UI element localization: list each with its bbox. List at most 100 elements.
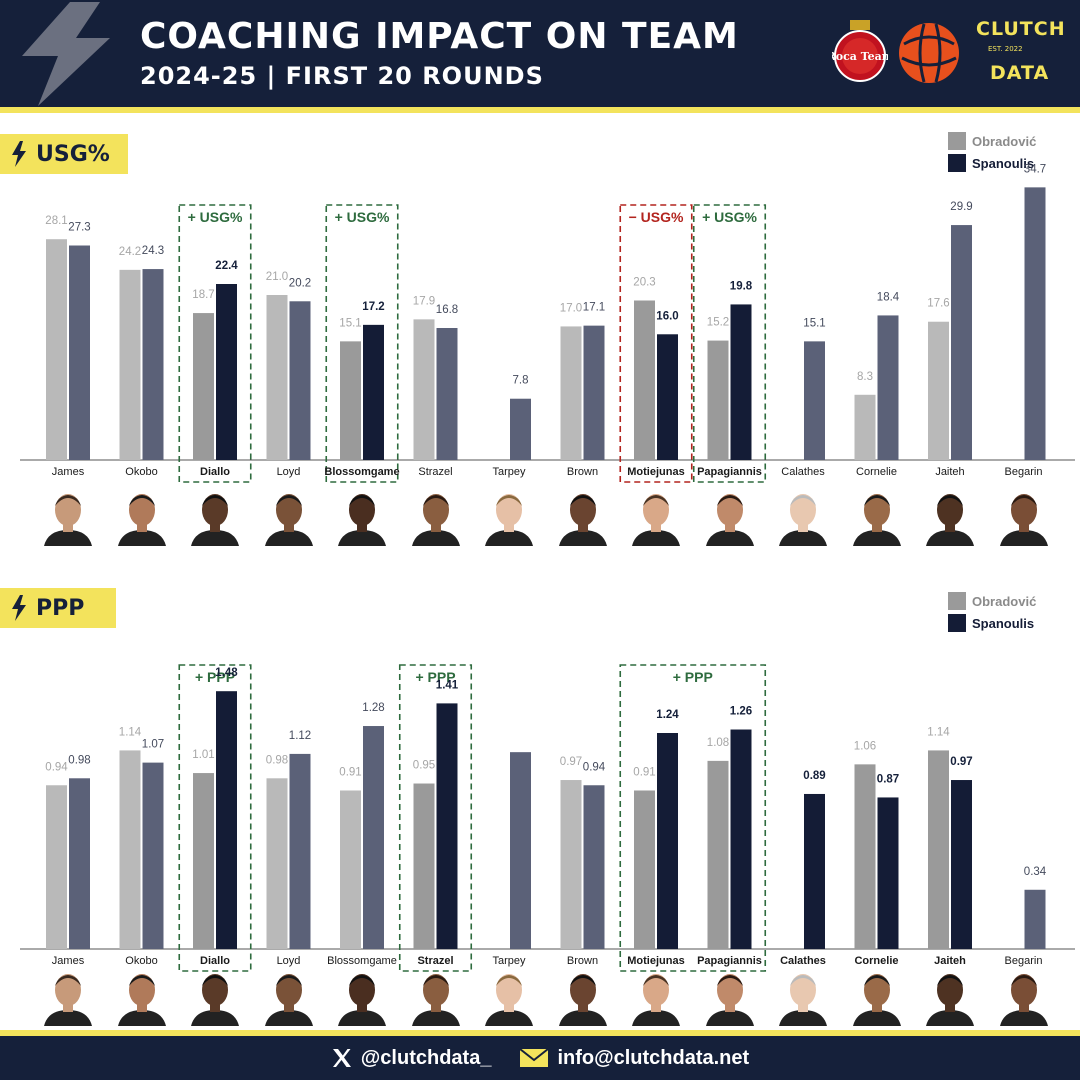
- bar-obradovic-diallo: [193, 773, 214, 949]
- bar-spanoulis-cornelie: [877, 797, 899, 949]
- tick-label-papagiannis: Papagiannis: [697, 466, 762, 478]
- player-portrait-begarin: [999, 494, 1048, 546]
- tick-label-jaiteh: Jaiteh: [934, 955, 966, 967]
- bar-spanoulis-james: [69, 778, 90, 949]
- portrait-neck: [577, 522, 588, 532]
- bar-spanoulis-tarpey: [510, 398, 531, 460]
- bar-spanoulis-blossomgame: [363, 324, 384, 460]
- player-portrait-tarpey: [485, 974, 533, 1026]
- value-label-obradovic-strazel: 17.9: [413, 295, 435, 307]
- email-link[interactable]: info@clutchdata.net: [519, 1047, 749, 1070]
- lightning-bolt-icon: [12, 595, 26, 621]
- page-title: COACHING IMPACT ON TEAM: [140, 16, 739, 57]
- tick-label-loyd: Loyd: [277, 955, 301, 967]
- bar-obradovic-papagiannis: [707, 340, 729, 460]
- portrait-hair: [496, 495, 522, 506]
- portrait-neck: [63, 1002, 73, 1012]
- bar-obradovic-cornelie: [854, 394, 876, 460]
- portrait-hair: [716, 975, 743, 986]
- brand-clutch: CLUTCH: [976, 18, 1066, 40]
- bar-spanoulis-motiejunas: [657, 733, 678, 949]
- portrait-neck: [283, 1002, 294, 1012]
- twitter-link[interactable]: @clutchdata_: [331, 1047, 491, 1070]
- portrait-head: [349, 974, 375, 1006]
- player-portrait-james: [44, 494, 92, 546]
- portrait-hair: [863, 975, 890, 986]
- portrait-jersey: [558, 1010, 607, 1026]
- annotation-label-strazel: + PPP: [415, 669, 455, 685]
- portrait-hair: [937, 495, 963, 506]
- envelope-icon: [519, 1048, 550, 1067]
- legend-item-obradovic: Obradović: [948, 130, 1036, 152]
- value-label-spanoulis-calathes: 0.89: [803, 770, 825, 782]
- value-label-spanoulis-blossomgame: 17.2: [362, 301, 384, 313]
- portrait-head: [937, 974, 963, 1006]
- bar-spanoulis-james: [69, 245, 90, 460]
- legend-swatch-obradovic: [948, 132, 966, 150]
- value-label-spanoulis-loyd: 1.12: [289, 730, 311, 742]
- legend-item-spanoulis: Spanoulis: [948, 612, 1036, 634]
- bar-obradovic-james: [46, 785, 67, 949]
- portrait-head: [496, 974, 522, 1006]
- portrait-neck: [283, 522, 294, 532]
- value-label-obradovic-diallo: 18.7: [192, 289, 214, 301]
- portrait-jersey: [117, 530, 166, 546]
- ppp-section-tag: PPP: [0, 588, 116, 628]
- portrait-hair: [716, 495, 743, 506]
- tick-label-begarin: Begarin: [1005, 955, 1043, 967]
- portrait-jersey: [632, 1010, 680, 1026]
- portrait-head: [275, 974, 302, 1006]
- portrait-neck: [136, 1002, 147, 1012]
- value-label-obradovic-blossomgame: 15.1: [339, 317, 361, 329]
- portrait-hair: [349, 495, 375, 506]
- legend-label-spanoulis: Spanoulis: [972, 155, 1035, 171]
- annotation-box-diallo: [178, 204, 252, 483]
- legend-label-obradovic: Obradović: [972, 593, 1037, 609]
- annotation-label-blossomgame: + USG%: [335, 209, 390, 225]
- bar-obradovic-okobo: [119, 750, 141, 949]
- portrait-hair: [128, 975, 155, 986]
- portrait-head: [422, 494, 449, 526]
- bar-spanoulis-jaiteh: [951, 225, 972, 460]
- player-portrait-jaiteh: [926, 974, 974, 1026]
- value-label-spanoulis-okobo: 1.07: [142, 739, 164, 751]
- bar-obradovic-loyd: [266, 778, 288, 949]
- portrait-neck: [136, 522, 147, 532]
- portrait-hair: [55, 495, 81, 506]
- portrait-hair: [496, 975, 522, 986]
- portrait-jersey: [338, 530, 386, 546]
- legend-item-obradovic: Obradović: [948, 590, 1036, 612]
- portrait-head: [569, 494, 596, 526]
- bar-spanoulis-diallo: [216, 284, 237, 460]
- player-portrait-diallo: [191, 494, 239, 546]
- portrait-hair: [422, 495, 449, 506]
- value-label-spanoulis-tarpey: 7.8: [513, 375, 529, 387]
- portrait-neck: [1018, 522, 1029, 532]
- value-label-obradovic-motiejunas: 20.3: [633, 277, 655, 289]
- portrait-jersey: [485, 1010, 533, 1026]
- portrait-hair: [202, 495, 228, 506]
- value-label-spanoulis-begarin: 34.7: [1024, 163, 1046, 175]
- portrait-neck: [63, 522, 73, 532]
- value-label-spanoulis-calathes: 15.1: [803, 317, 825, 329]
- player-portrait-brown: [558, 974, 607, 1026]
- tick-label-james: James: [52, 466, 85, 478]
- value-label-spanoulis-brown: 17.1: [583, 302, 605, 314]
- tick-label-cornelie: Cornelie: [854, 955, 898, 967]
- portrait-neck: [724, 1002, 735, 1012]
- usg-player-portraits: [0, 486, 1080, 550]
- value-label-spanoulis-strazel: 1.41: [436, 679, 459, 691]
- player-portrait-james: [44, 974, 92, 1026]
- legend-label-obradovic: Obradović: [972, 133, 1037, 149]
- portrait-neck: [210, 522, 220, 532]
- annotation-label-diallo: + PPP: [195, 669, 235, 685]
- value-label-obradovic-okobo: 1.14: [119, 726, 142, 738]
- portrait-jersey: [117, 1010, 166, 1026]
- value-label-obradovic-papagiannis: 1.08: [707, 737, 729, 749]
- tick-label-loyd: Loyd: [277, 466, 301, 478]
- value-label-obradovic-loyd: 0.98: [266, 754, 288, 766]
- player-portrait-calathes: [779, 494, 827, 546]
- bar-obradovic-cornelie: [854, 764, 876, 949]
- bar-spanoulis-blossomgame: [363, 726, 384, 949]
- portrait-head: [55, 494, 81, 526]
